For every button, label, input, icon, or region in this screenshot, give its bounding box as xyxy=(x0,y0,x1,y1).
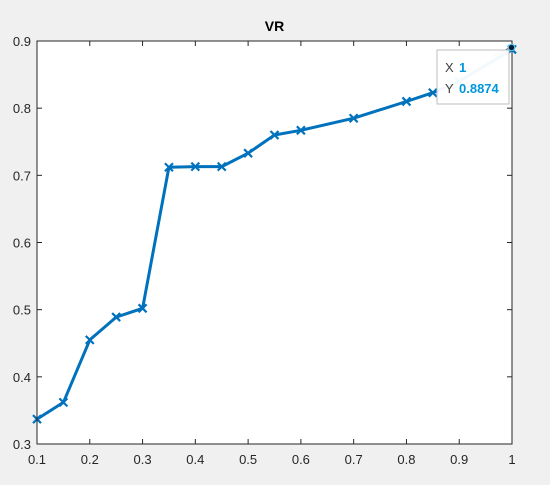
data-point-marker[interactable] xyxy=(84,335,95,345)
data-point-marker[interactable] xyxy=(216,161,227,172)
series-line xyxy=(36,48,513,421)
x-tick-label: 0.3 xyxy=(134,452,152,467)
y-tick-label: 0.5 xyxy=(13,303,31,318)
datatip-x-value: 1 xyxy=(459,60,466,75)
y-tick-label: 0.4 xyxy=(13,370,31,385)
plot-area[interactable] xyxy=(37,41,512,444)
datatip-y-label: Y xyxy=(445,81,454,96)
ticks-layer: 0.1 0.2 0.3 0.4 0.5 0.6 0.7 0.8 0.9 1 0.3 0.4 0.5 0.6… xyxy=(13,34,516,467)
data-point-marker[interactable] xyxy=(348,113,359,124)
y-tick-label: 0.6 xyxy=(13,236,31,251)
y-tick-label: 0.8 xyxy=(13,101,31,116)
datatip-x-label: X xyxy=(445,60,454,75)
x-tick-label: 0.6 xyxy=(292,452,310,467)
data-point-marker[interactable] xyxy=(190,161,201,172)
data-point-marker[interactable] xyxy=(58,397,69,408)
datatip-marker[interactable] xyxy=(507,43,516,52)
data-point-marker[interactable] xyxy=(137,303,148,314)
datatip-box xyxy=(436,49,510,105)
data-point-marker[interactable] xyxy=(296,125,306,136)
datatip[interactable]: X 1 Y 0.8874 xyxy=(436,43,516,105)
y-tick-label: 0.3 xyxy=(13,437,31,452)
y-tick-label: 0.9 xyxy=(13,34,31,49)
data-point-marker[interactable] xyxy=(401,96,412,107)
x-tick-label: 1 xyxy=(508,452,515,467)
x-tick-label: 0.2 xyxy=(81,452,99,467)
data-point-marker[interactable] xyxy=(269,130,280,140)
x-tick-label: 0.5 xyxy=(239,452,257,467)
data-point-marker[interactable] xyxy=(428,87,438,98)
x-tick-label: 0.8 xyxy=(397,452,415,467)
data-point-marker[interactable] xyxy=(111,312,121,322)
data-point-marker[interactable] xyxy=(164,162,174,173)
y-tick-label: 0.7 xyxy=(13,168,31,183)
data-point-marker[interactable] xyxy=(243,148,253,158)
chart-title: VR xyxy=(265,18,284,34)
x-tick-label: 0.9 xyxy=(450,452,468,467)
datatip-y-value: 0.8874 xyxy=(459,81,500,96)
x-tick-label: 0.1 xyxy=(28,452,46,467)
x-tick-label: 0.7 xyxy=(345,452,363,467)
x-tick-label: 0.4 xyxy=(186,452,204,467)
